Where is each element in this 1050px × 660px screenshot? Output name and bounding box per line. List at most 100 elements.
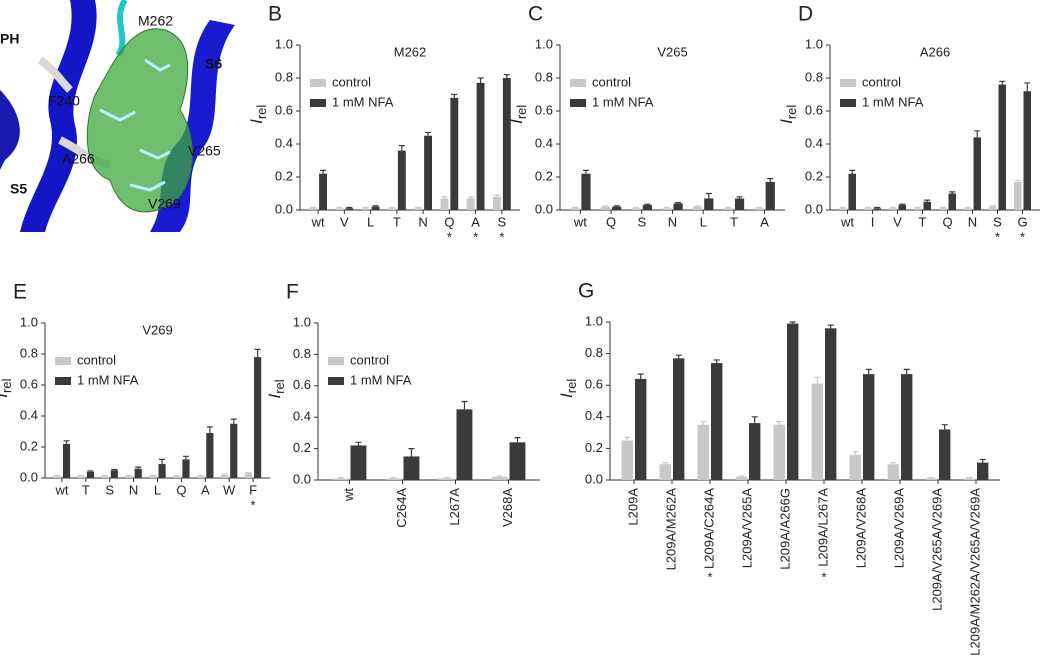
x-tick-label: I: [871, 214, 875, 229]
bar: [581, 173, 591, 210]
y-axis-label: Irel: [0, 378, 14, 397]
y-axis-label: Irel: [247, 105, 269, 124]
panel-letter: D: [798, 3, 813, 26]
error-bar: [425, 131, 432, 136]
error-bar: [928, 477, 935, 479]
x-tick-label: L: [367, 214, 374, 229]
y-axis-label: Irel: [777, 105, 799, 124]
legend-label: control: [332, 74, 371, 89]
x-tick-label: L209A/V269A: [891, 488, 906, 569]
bar: [332, 478, 349, 480]
asterisk: *: [821, 570, 826, 585]
bar: [438, 478, 455, 480]
error-bar: [390, 477, 397, 479]
error-bar: [924, 199, 931, 202]
bar: [158, 464, 166, 478]
legend-swatch: [55, 357, 71, 365]
bar: [923, 201, 931, 210]
bar: [849, 454, 861, 480]
error-bar: [571, 206, 578, 209]
x-tick-label: L209A: [625, 488, 640, 526]
error-bar: [789, 321, 796, 324]
x-tick-label: L209A/M262A: [663, 488, 678, 571]
error-bar: [633, 206, 640, 209]
y-tick-label: 0.0: [805, 201, 823, 216]
error-bar: [874, 206, 881, 209]
bar: [440, 198, 449, 210]
bar: [476, 82, 485, 210]
error-bar: [310, 206, 317, 209]
bar: [977, 462, 989, 480]
y-label-sub: rel: [254, 105, 269, 120]
x-tick-label: T: [82, 482, 90, 497]
x-tick-label: A: [471, 214, 480, 229]
error-bar: [989, 205, 996, 207]
error-bar: [751, 416, 758, 424]
bar: [371, 206, 380, 210]
chart-title: M262: [394, 44, 427, 59]
error-bar: [756, 206, 763, 209]
x-tick-label: S: [637, 214, 646, 229]
y-tick-label: 0.6: [293, 377, 311, 392]
bar: [964, 208, 972, 210]
error-bar: [1024, 82, 1031, 92]
panel-letter: E: [13, 281, 27, 304]
structure-label: PH: [0, 31, 19, 47]
bar: [1023, 91, 1031, 210]
x-tick-label: N: [418, 214, 427, 229]
error-bar: [675, 201, 682, 204]
x-tick-label: T: [730, 214, 738, 229]
side-chains: [99, 58, 171, 192]
bar: [765, 181, 775, 210]
y-tick-label: 1.0: [585, 313, 603, 328]
x-tick-label: Q: [942, 214, 952, 229]
x-tick-label: S: [498, 214, 507, 229]
error-bar: [355, 441, 362, 446]
legend-label: 1 mM NFA: [332, 94, 394, 109]
y-label-sub: rel: [272, 379, 287, 394]
x-tick-label: wt: [311, 214, 325, 229]
legend-label: 1 mM NFA: [350, 372, 412, 387]
structure-label: S5: [10, 181, 27, 197]
y-tick-label: 0.8: [585, 345, 603, 360]
asterisk: *: [499, 229, 504, 244]
panel-letter: C: [528, 3, 543, 26]
bar: [734, 198, 745, 210]
error-bar: [602, 205, 609, 207]
bar: [77, 476, 85, 478]
y-tick-label: 1.0: [20, 314, 38, 329]
bar: [149, 476, 157, 478]
y-tick-label: 0.0: [535, 201, 553, 216]
structure-label: M262: [138, 13, 173, 29]
error-bar: [54, 475, 61, 477]
x-tick-label: T: [393, 214, 401, 229]
error-bar: [1014, 179, 1021, 182]
y-label-main: I: [0, 393, 11, 398]
legend-label: control: [592, 74, 631, 89]
y-tick-label: 0.4: [293, 409, 311, 424]
bar: [939, 429, 951, 480]
structure-label: A266: [62, 151, 95, 167]
bar: [673, 203, 683, 210]
error-bar: [451, 93, 458, 98]
bar: [173, 476, 181, 478]
error-bar: [398, 145, 405, 151]
bar: [811, 383, 823, 480]
error-bar: [467, 196, 474, 199]
y-tick-label: 0.4: [535, 135, 553, 150]
y-tick-label: 1.0: [275, 36, 293, 51]
error-bar: [624, 436, 631, 441]
error-bar: [582, 169, 589, 174]
x-tick-label: F: [249, 482, 257, 497]
y-tick-label: 0.0: [585, 471, 603, 486]
legend-swatch: [570, 79, 586, 87]
bar: [125, 476, 133, 478]
error-bar: [372, 205, 379, 207]
y-label-main: I: [507, 119, 526, 124]
y-tick-label: 0.6: [535, 102, 553, 117]
y-axis-label: Irel: [557, 379, 579, 398]
error-bar: [408, 448, 415, 457]
bar: [825, 328, 837, 480]
error-bar: [254, 348, 261, 358]
